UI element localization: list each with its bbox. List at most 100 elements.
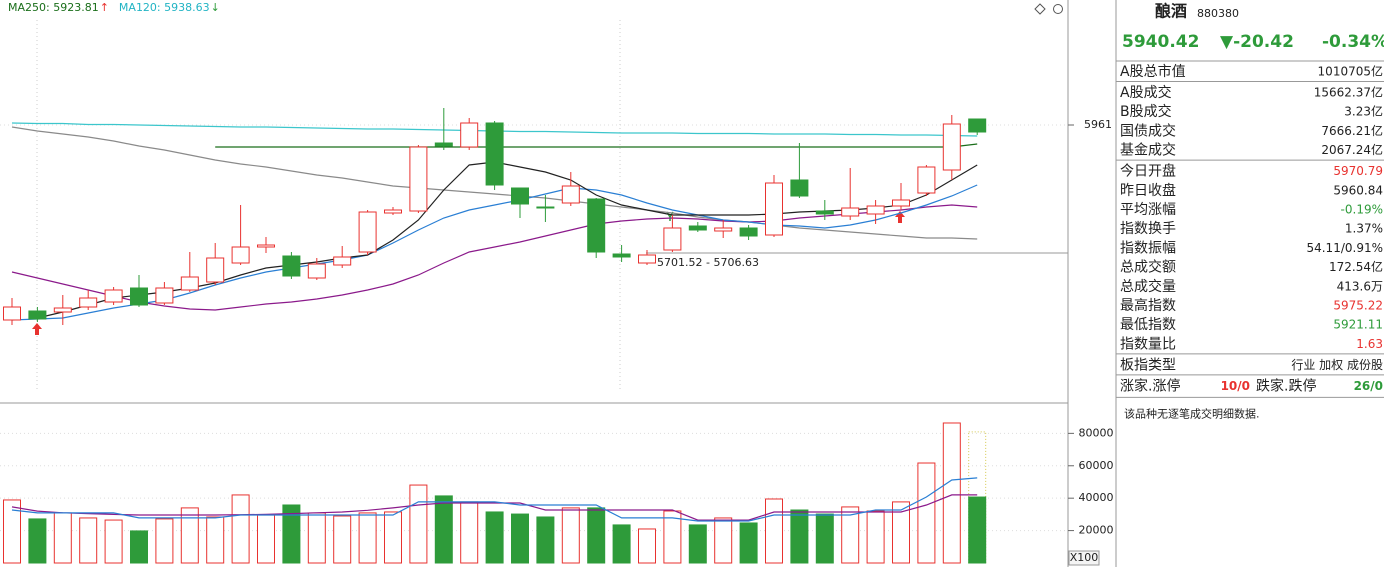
candle-body [790,179,809,197]
field-value: 行业 加权 成份股 [1291,358,1383,372]
field-value: 15662.37亿 [1314,85,1383,100]
volume-bar [231,494,250,564]
index-code: 880380 [1197,7,1239,20]
candle-body [409,146,428,212]
candle-body [663,227,682,251]
ma-line [215,143,978,148]
field-label: 指数换手 [1120,220,1176,237]
candle-body [358,211,377,253]
unit-label: X100 [1070,551,1099,564]
change-pct: -0.34% [1322,32,1384,52]
candle-body [206,257,225,283]
info-panel: 酿酒 880380 5940.42 ▼-20.42 -0.34% A股总市值 10… [1116,2,1384,420]
candle-body [612,253,631,258]
volume-bar [815,513,834,564]
y-tick-label: 60000 [1079,459,1114,472]
candle-body [180,276,199,291]
annotation-label: 5701.52 - 5706.63 [657,256,759,269]
field-value: 26/0 [1354,379,1383,393]
candle-body [53,307,72,313]
volume-bar [511,513,529,564]
candle-body [587,198,606,253]
field-label: 指数量比 [1120,336,1176,352]
field-value: 3.23亿 [1344,104,1383,119]
volume-bar [206,516,225,564]
candle-body [384,209,402,214]
candle-body [815,210,834,215]
field-value: 5970.79 [1333,164,1383,178]
field-value: 5960.84 [1333,183,1383,197]
candle-body [434,142,453,147]
field-value: 1.37% [1345,222,1383,236]
candle-body [765,182,783,236]
field-value: -0.19% [1341,203,1383,217]
candle-body [155,287,174,304]
candle-body [79,297,98,308]
field-label: B股成交 [1120,103,1172,120]
volume-bar [638,528,656,564]
candle-body [485,122,504,186]
volume-bar [460,501,479,564]
volume-bar [485,511,504,564]
candle-body [282,255,301,277]
field-label: 基金成交 [1120,142,1176,159]
field-label: 最低指数 [1120,317,1176,333]
field-value: 10/0 [1221,379,1250,393]
volume-bar [333,515,352,564]
change: ▼-20.42 [1220,32,1294,52]
volume-ma-line [11,494,978,521]
volume-bar [866,510,885,564]
y-tick-label: 5961 [1084,118,1112,131]
volume-bar [739,522,758,564]
volume-bar [841,506,860,564]
candle-body [688,225,707,231]
field-label: 总成交额 [1120,259,1176,276]
circle-icon[interactable] [1053,4,1063,14]
field-value: 5921.11 [1333,318,1383,332]
legend-arrow: ↓ [211,1,220,14]
panel-note: 该品种无逐笔成交明细数据. [1124,406,1260,420]
field-label: 平均涨幅 [1120,202,1176,218]
volume-bar [53,512,72,564]
volume-bar [892,501,910,564]
volume-bar [104,519,123,564]
volume-bar [714,517,733,564]
index-name: 酿酒 [1155,2,1187,21]
candle-body [307,263,326,279]
legend-text: MA250: 5923.81 [8,1,99,14]
volume-bar [384,511,402,564]
candle-body [231,246,250,264]
y-tick-label: 20000 [1079,524,1114,537]
volume-bar [968,496,987,564]
legend-arrow: ↑ [100,1,109,14]
unit-box [1068,550,1100,566]
field-label: 国债成交 [1120,122,1176,139]
field-label: A股成交 [1120,84,1172,101]
field-value: 413.6万 [1337,279,1383,293]
volume-bar [155,518,174,564]
field-label: A股总市值 [1120,63,1186,80]
volume-bar [434,495,453,564]
candle-body [892,199,910,207]
candle-body [714,227,733,232]
field-value: 172.54亿 [1329,259,1383,274]
candle-body [536,206,555,209]
field-value: 5975.22 [1333,299,1383,313]
field-label: 昨日收盘 [1120,182,1176,199]
field-value: 1.63 [1356,337,1383,351]
buy-arrow [32,323,42,335]
volume-bar [663,510,682,564]
volume-bar [180,507,199,564]
legend-text: MA120: 5938.63 [119,1,210,14]
candle-body [511,187,529,205]
ma-line [11,126,978,240]
candle-body [257,244,275,248]
field-value: 54.11/0.91% [1306,241,1383,255]
diamond-icon[interactable] [1034,3,1046,15]
field-label: 最高指数 [1120,297,1176,314]
volume-bar [561,507,580,564]
candle-body [638,254,656,264]
volume-bar [942,422,961,564]
